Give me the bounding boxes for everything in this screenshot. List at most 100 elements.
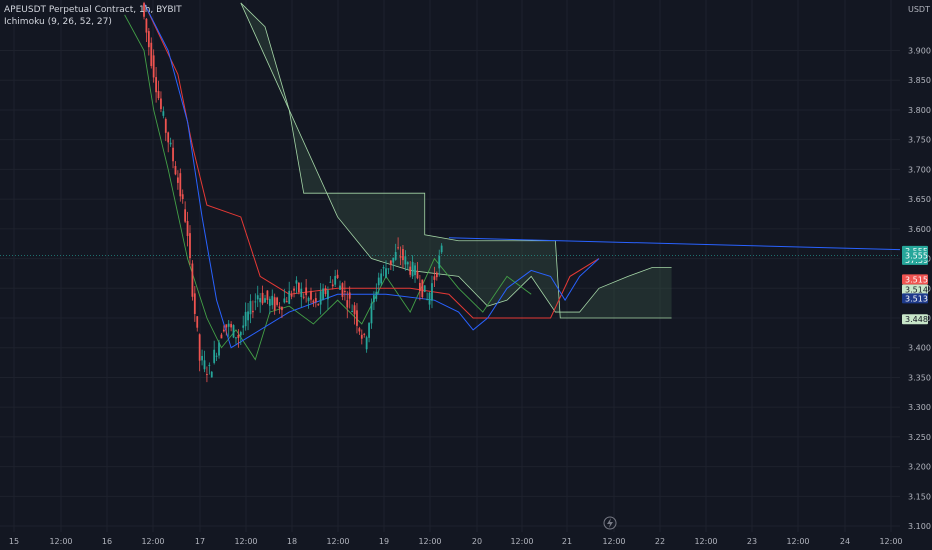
chart-legend: APEUSDT Perpetual Contract, 1h, BYBIT Ic… xyxy=(4,4,182,28)
candle-body xyxy=(392,257,395,263)
time-tick-label: 19 xyxy=(379,537,389,546)
candle-body xyxy=(273,297,276,311)
time-tick-label: 21 xyxy=(562,537,572,546)
candle-body xyxy=(213,349,216,363)
candle-body xyxy=(327,290,329,300)
candle-body xyxy=(375,291,378,299)
price-tag-value: 3.514 xyxy=(905,285,928,294)
time-tick-label: 12:00 xyxy=(234,537,257,546)
candle-body xyxy=(276,297,278,305)
price-tag-value: 3.513 xyxy=(905,294,928,303)
candle-body xyxy=(358,328,361,332)
candle-body xyxy=(310,291,312,300)
candle-body xyxy=(189,233,191,259)
price-tick-label: 3.350 xyxy=(908,373,931,382)
candle-body xyxy=(239,332,242,336)
candle-body xyxy=(322,288,324,300)
candle-body xyxy=(283,298,286,303)
candle-body xyxy=(428,292,431,305)
candle-body xyxy=(365,337,368,350)
candle-body xyxy=(164,119,167,133)
price-tick-label: 3.850 xyxy=(908,76,931,85)
candle-body xyxy=(201,355,203,361)
candle-body xyxy=(152,55,155,78)
price-tag-bg xyxy=(902,314,928,325)
candle-body xyxy=(382,267,385,269)
price-tick-label: 3.750 xyxy=(908,136,931,145)
time-tick-label: 22 xyxy=(655,537,665,546)
candle-body xyxy=(225,324,228,328)
price-tick-label: 3.400 xyxy=(908,344,931,353)
candle-body xyxy=(324,288,327,295)
candle-body xyxy=(254,301,257,303)
time-tick-label: 12:00 xyxy=(326,537,349,546)
candle-body xyxy=(399,256,402,258)
price-tick-label: 3.100 xyxy=(908,522,931,531)
candle-body xyxy=(162,111,165,116)
candle-body xyxy=(314,298,317,302)
conversion-line xyxy=(143,2,600,349)
price-tag-bg xyxy=(902,250,928,261)
candle-body xyxy=(426,299,429,301)
candle-body xyxy=(145,18,148,33)
candle-body xyxy=(317,304,320,306)
price-tick-label: 3.700 xyxy=(908,165,931,174)
trendline[interactable] xyxy=(0,237,901,256)
time-tick-label: 20 xyxy=(472,537,482,546)
price-tag-value: 3.515 xyxy=(905,275,928,284)
price-tag-bg xyxy=(902,274,928,285)
price-tick-label: 3.250 xyxy=(908,433,931,442)
candle-body xyxy=(143,3,145,17)
candle-body xyxy=(227,323,230,327)
candle-body xyxy=(220,334,223,339)
candle-body xyxy=(380,273,383,284)
candle-body xyxy=(368,323,370,338)
candle-body xyxy=(377,277,380,286)
candle-body xyxy=(222,329,225,332)
candle-body xyxy=(230,324,233,328)
candle-body xyxy=(331,284,334,287)
candle-body xyxy=(300,288,303,298)
time-tick-label: 23 xyxy=(747,537,757,546)
time-tick-label: 12:00 xyxy=(786,537,809,546)
candle-body xyxy=(271,295,274,306)
candle-body xyxy=(356,310,358,326)
candle-body xyxy=(252,310,254,313)
symbol-title[interactable]: APEUSDT Perpetual Contract, 1h, BYBIT xyxy=(4,5,182,15)
candle-body xyxy=(186,221,189,236)
candle-body xyxy=(147,31,150,48)
price-tag-bg xyxy=(902,284,928,295)
candle-body xyxy=(172,147,174,162)
leading-span-a xyxy=(240,2,672,313)
candle-body xyxy=(418,282,421,292)
candle-body xyxy=(363,333,366,335)
candle-body xyxy=(160,98,162,110)
time-axis[interactable]: 15 12:00 16 12:00 17 12:00 18 12:00 19 12:00 20 12:… xyxy=(9,537,903,546)
time-tick-label: 12:00 xyxy=(602,537,625,546)
candle-body xyxy=(176,177,179,183)
candle-body xyxy=(346,300,349,308)
candle-body xyxy=(169,142,172,145)
candle-body xyxy=(210,371,213,378)
candle-body xyxy=(256,295,259,300)
candle-body xyxy=(266,290,269,300)
candle-body xyxy=(440,245,443,253)
candle-body xyxy=(237,334,240,339)
candle-body xyxy=(348,292,351,299)
candle-body xyxy=(387,268,390,270)
price-tag-value: 3.448 xyxy=(905,315,928,324)
candle-body xyxy=(198,334,201,361)
price-tick-label: 3.800 xyxy=(908,106,931,115)
indicator-title[interactable]: Ichimoku (9, 26, 52, 27) xyxy=(4,17,112,27)
candle-body xyxy=(389,260,392,265)
lightning-icon[interactable] xyxy=(603,516,617,530)
candle-body xyxy=(353,305,356,315)
candle-body xyxy=(208,364,211,366)
candle-body xyxy=(150,42,153,67)
candle-body xyxy=(167,132,170,143)
candle-body xyxy=(203,360,206,370)
price-axis[interactable]: 3.1003.1503.2003.2503.3003.3503.4003.450… xyxy=(908,5,931,531)
candle-body xyxy=(307,297,310,302)
candle-body xyxy=(174,165,177,175)
